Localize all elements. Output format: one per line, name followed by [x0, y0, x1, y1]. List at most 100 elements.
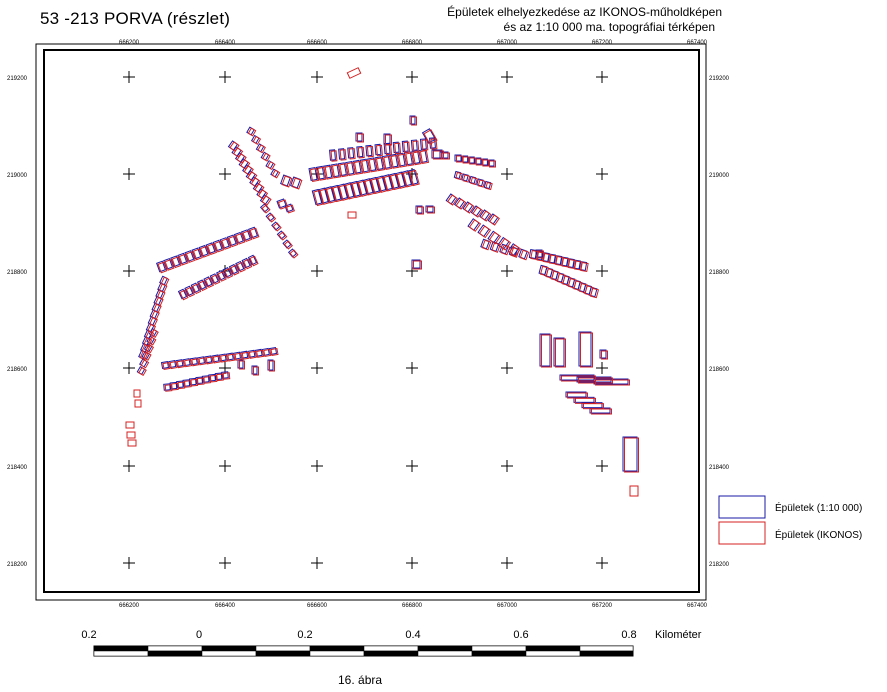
building-topo	[467, 156, 475, 164]
building-topo	[324, 186, 336, 203]
building-ikonos	[272, 222, 282, 232]
building-ikonos	[277, 199, 289, 210]
scale-segment	[525, 650, 581, 657]
x-tick-label: 666600	[307, 603, 328, 609]
scale-segment	[309, 650, 365, 657]
building-ikonos	[127, 439, 137, 447]
building-ikonos	[269, 360, 275, 372]
grid-cross	[311, 362, 323, 374]
building-ikonos	[176, 360, 185, 369]
building-ikonos	[133, 389, 141, 398]
building-topo	[196, 279, 207, 291]
building-ikonos	[267, 213, 277, 223]
building-ikonos	[555, 338, 566, 368]
scale-segment	[471, 645, 527, 652]
building-ikonos	[339, 149, 347, 161]
grid-cross	[311, 71, 323, 83]
legend-swatch-topo	[718, 495, 766, 519]
building-ikonos	[190, 378, 199, 387]
building-ikonos	[441, 152, 450, 160]
grid-cross	[406, 557, 418, 569]
building-ikonos	[157, 261, 168, 274]
building-topo	[228, 263, 239, 275]
building-topo	[318, 187, 329, 204]
building-ikonos	[629, 485, 639, 497]
building-ikonos	[345, 183, 356, 200]
building-ikonos	[427, 206, 435, 214]
scale-segment	[363, 645, 419, 652]
building-ikonos	[411, 116, 417, 126]
building-ikonos	[409, 169, 420, 187]
building-ikonos	[263, 348, 272, 357]
building-ikonos	[347, 211, 357, 219]
scale-label: 0.2	[81, 629, 96, 641]
building-ikonos	[223, 268, 234, 279]
building-ikonos	[624, 437, 639, 473]
building-topo	[356, 179, 368, 196]
scale-segment	[201, 645, 257, 652]
building-ikonos	[209, 374, 218, 383]
scale-label: 0	[196, 629, 202, 641]
building-ikonos	[221, 238, 232, 250]
scale-segment	[147, 650, 203, 657]
y-tick-label: 219200	[7, 76, 28, 82]
building-ikonos	[390, 154, 400, 169]
building-ikonos	[601, 350, 608, 360]
building-topo	[276, 198, 287, 209]
x-tick-label: 666800	[402, 603, 423, 609]
building-ikonos	[203, 376, 211, 384]
building-topo	[419, 138, 427, 150]
building-ikonos	[419, 149, 430, 165]
building-ikonos	[468, 219, 482, 232]
building-ikonos	[222, 372, 231, 380]
building-ikonos	[134, 399, 142, 408]
building-ikonos	[368, 158, 378, 173]
y-tick-label: 219200	[709, 76, 730, 82]
scale-label: 0.6	[513, 629, 528, 641]
building-topo	[251, 365, 258, 375]
building-ikonos	[433, 150, 444, 160]
building-ikonos	[220, 354, 229, 363]
scale-segment	[93, 650, 149, 657]
building-ikonos	[281, 175, 293, 188]
building-topo	[350, 180, 361, 198]
scale-segment	[255, 650, 311, 657]
building-topo	[287, 248, 298, 258]
building-ikonos	[192, 283, 202, 295]
building-topo	[383, 133, 391, 145]
building-topo	[369, 176, 380, 194]
building-topo	[221, 371, 229, 379]
building-ikonos	[243, 258, 253, 270]
building-ikonos	[397, 153, 408, 168]
scale-unit: Kilométer	[655, 629, 702, 641]
building-ikonos	[351, 181, 363, 199]
building-topo	[356, 145, 364, 158]
building-ikonos	[447, 194, 458, 206]
building-ikonos	[177, 381, 186, 390]
building-ikonos	[207, 243, 218, 256]
building-ikonos	[405, 152, 415, 167]
building-ikonos	[541, 334, 552, 368]
building-ikonos	[241, 351, 250, 360]
building-ikonos	[488, 231, 502, 245]
grid-cross	[596, 362, 608, 374]
grid-cross	[596, 168, 608, 180]
building-topo	[375, 175, 387, 192]
building-ikonos	[510, 247, 520, 258]
building-topo	[208, 373, 216, 382]
building-ikonos	[227, 353, 236, 362]
building-ikonos	[286, 204, 295, 214]
map-subtitle-line1: Épületek elhelyezkedése az IKONOS-műhold…	[447, 5, 722, 19]
building-ikonos	[455, 171, 463, 181]
figure-caption: 16. ábra	[338, 673, 383, 687]
building-topo	[476, 178, 484, 187]
y-tick-labels-left: 219200 219000 218800 218600 218400 21820…	[7, 76, 28, 568]
building-topo	[599, 349, 607, 359]
building-ikonos	[278, 231, 288, 241]
x-tick-label: 666200	[119, 40, 140, 46]
building-ikonos	[383, 175, 395, 192]
building-ikonos	[253, 366, 259, 376]
grid-cross	[501, 71, 513, 83]
building-ikonos	[270, 347, 279, 357]
